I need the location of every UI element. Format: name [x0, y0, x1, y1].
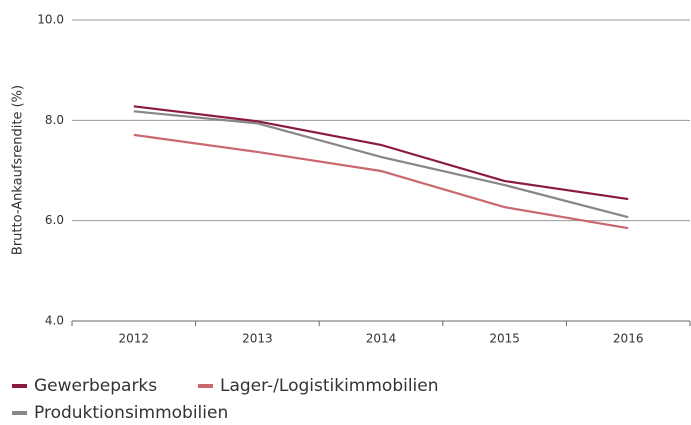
y-tick-label: 8.0 — [45, 113, 64, 127]
x-tick-label: 2013 — [242, 332, 273, 346]
series-line — [133, 110, 629, 219]
legend-label: Produktionsimmobilien — [34, 403, 228, 423]
legend-label: Gewerbeparks — [34, 376, 157, 396]
series-line — [133, 105, 629, 201]
legend-label: Lager-/Logistikimmobilien — [220, 376, 439, 396]
series-line — [133, 133, 629, 230]
y-tick-label: 4.0 — [45, 314, 64, 328]
x-tick-label: 2016 — [613, 332, 644, 346]
x-tick-label: 2012 — [119, 332, 150, 346]
x-tick-label: 2015 — [489, 332, 520, 346]
y-tick-label: 10.0 — [37, 13, 64, 27]
x-tick-label: 2014 — [366, 332, 397, 346]
y-tick-label: 6.0 — [45, 213, 64, 227]
y-axis-label: Brutto-Ankaufsrendite (%) — [11, 85, 26, 255]
legend-swatch — [198, 384, 213, 388]
legend-swatch — [12, 384, 27, 388]
legend-swatch — [12, 411, 27, 415]
